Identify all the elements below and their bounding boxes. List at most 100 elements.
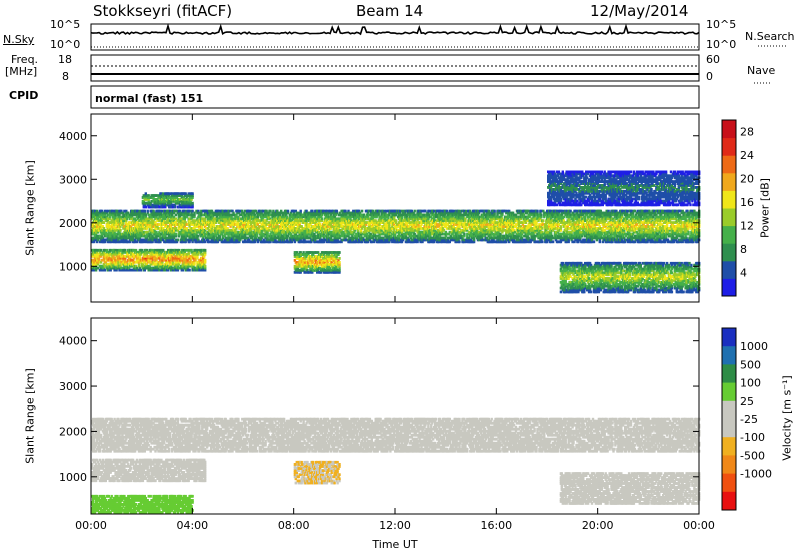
- heatmap-cell: [344, 228, 347, 232]
- heatmap-cell: [324, 221, 328, 224]
- heatmap-cell: [168, 228, 172, 232]
- heatmap-cell: [276, 223, 279, 226]
- heatmap-cell: [383, 225, 386, 228]
- heatmap-cell: [294, 230, 297, 234]
- heatmap-cell: [373, 232, 376, 236]
- heatmap-cell: [108, 215, 111, 219]
- heatmap-cell: [210, 209, 214, 213]
- heatmap-cell: [222, 213, 225, 217]
- heatmap-cell: [113, 225, 116, 228]
- heatmap-cell: [320, 213, 324, 217]
- heatmap-cell: [174, 227, 178, 230]
- heatmap-cell: [306, 227, 309, 230]
- heatmap-cell: [150, 219, 153, 223]
- heatmap-cell: [172, 215, 176, 219]
- heatmap-cell: [130, 234, 134, 238]
- heatmap-cell: [311, 211, 314, 215]
- heatmap-cell: [280, 232, 283, 236]
- heatmap-cell: [320, 225, 323, 228]
- heatmap-cell: [120, 217, 123, 221]
- heatmap-cell: [239, 227, 242, 230]
- heatmap-cell: [136, 217, 140, 221]
- heatmap-cell: [248, 225, 252, 228]
- heatmap-cell: [151, 236, 154, 240]
- heatmap-cell: [313, 236, 316, 240]
- heatmap-cell: [235, 227, 238, 230]
- heatmap-cell: [174, 213, 178, 217]
- heatmap-cell: [93, 209, 97, 213]
- heatmap-cell: [355, 221, 358, 224]
- heatmap-cell: [283, 223, 287, 226]
- heatmap-cell: [263, 223, 266, 226]
- heatmap-cell: [108, 217, 111, 221]
- heatmap-cell: [153, 236, 156, 240]
- heatmap-cell: [214, 221, 218, 224]
- heatmap-cell: [363, 234, 367, 238]
- heatmap-cell: [206, 227, 210, 230]
- heatmap-cell: [212, 211, 216, 215]
- heatmap-cell: [107, 213, 110, 217]
- heatmap-cell: [201, 219, 204, 223]
- heatmap-cell: [301, 234, 304, 238]
- heatmap-cell: [267, 215, 270, 219]
- heatmap-cell: [103, 213, 107, 217]
- heatmap-cell: [252, 221, 256, 224]
- freq-panel-frame: [90, 54, 700, 82]
- heatmap-cell: [190, 223, 193, 226]
- heatmap-cell: [375, 228, 378, 232]
- heatmap-cell: [202, 213, 205, 217]
- heatmap-cell: [356, 232, 359, 236]
- heatmap-cell: [224, 225, 227, 228]
- heatmap-cell: [275, 225, 278, 228]
- heatmap-cell: [293, 240, 297, 244]
- heatmap-cell: [282, 232, 286, 236]
- heatmap-cell: [322, 240, 326, 244]
- heatmap-cell: [190, 227, 193, 230]
- heatmap-cell: [283, 236, 287, 240]
- heatmap-cell: [224, 221, 227, 224]
- heatmap-cell: [100, 234, 104, 238]
- heatmap-cell: [231, 219, 234, 223]
- heatmap-cell: [117, 211, 120, 215]
- heatmap-cell: [170, 211, 174, 215]
- cpid-panel-frame: [90, 85, 700, 109]
- heatmap-cell: [212, 225, 216, 228]
- heatmap-cell: [251, 209, 255, 213]
- heatmap-cell: [338, 236, 341, 240]
- heatmap-cell: [184, 213, 187, 217]
- heatmap-cell: [252, 211, 256, 215]
- heatmap-cell: [356, 227, 359, 230]
- heatmap-cell: [184, 221, 187, 224]
- heatmap-cell: [285, 215, 289, 219]
- heatmap-cell: [165, 228, 168, 232]
- heatmap-cell: [338, 211, 341, 215]
- heatmap-cell: [345, 230, 348, 234]
- heatmap-cell: [196, 223, 199, 226]
- heatmap-cell: [366, 240, 370, 244]
- heatmap-cell: [199, 221, 202, 224]
- heatmap-cell: [175, 209, 179, 213]
- heatmap-cell: [390, 228, 393, 232]
- heatmap-cell: [351, 215, 354, 219]
- heatmap-cell: [334, 219, 337, 223]
- heatmap-cell: [331, 215, 335, 219]
- heatmap-cell: [368, 223, 372, 226]
- heatmap-cell: [94, 232, 98, 236]
- heatmap-cell: [336, 238, 339, 242]
- heatmap-cell: [378, 234, 381, 238]
- heatmap-cell: [283, 227, 287, 230]
- heatmap-cell: [279, 215, 282, 219]
- heatmap-cell: [161, 236, 164, 240]
- heatmap-cell: [349, 225, 352, 228]
- heatmap-cell: [138, 211, 142, 215]
- heatmap-cell: [132, 219, 136, 223]
- heatmap-cell: [222, 230, 225, 234]
- heatmap-cell: [185, 215, 188, 219]
- heatmap-cell: [292, 225, 296, 228]
- heatmap-cell: [133, 225, 137, 228]
- heatmap-cell: [366, 215, 370, 219]
- heatmap-cell: [371, 209, 374, 213]
- heatmap-cell: [120, 219, 123, 223]
- heatmap-cell: [369, 232, 373, 236]
- heatmap-cell: [315, 221, 318, 224]
